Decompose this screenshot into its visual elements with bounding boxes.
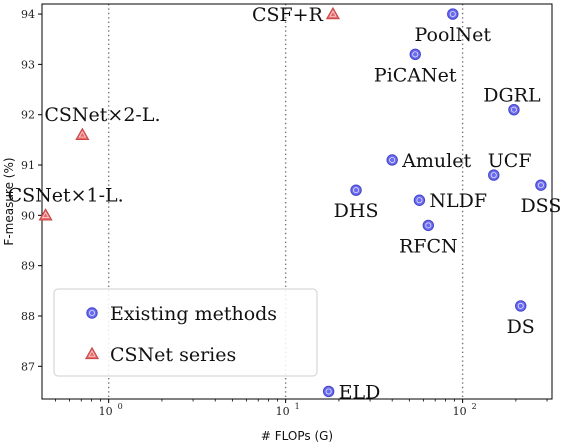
point-label: ELD [339, 381, 381, 403]
data-points [38, 6, 547, 398]
marker-existing-method [515, 300, 527, 312]
marker-existing-method-highlight [517, 302, 524, 309]
x-tick-label: 10 [276, 405, 290, 418]
marker-existing-method-highlight [353, 187, 360, 194]
point-label: NLDF [429, 190, 487, 212]
x-tick-label: 10 [453, 405, 467, 418]
point-label: DS [507, 316, 535, 338]
x-tick-exponent: 0 [118, 402, 123, 411]
marker-existing-method [508, 103, 520, 116]
y-tick-label: 87 [21, 360, 35, 373]
marker-existing-method-highlight [490, 172, 497, 179]
marker-existing-method [322, 385, 335, 398]
marker-csnet-series-highlight [78, 131, 86, 138]
marker-existing-method-highlight [325, 388, 332, 395]
x-axis-label: # FLOPs (G) [261, 429, 333, 443]
marker-existing-method [409, 48, 421, 61]
x-tick-exponent: 1 [295, 402, 300, 411]
point-label: DSS [520, 195, 561, 217]
marker-existing-method [350, 184, 362, 196]
x-tick-exponent: 2 [472, 402, 477, 411]
marker-existing-method [488, 169, 500, 181]
marker-existing-method-highlight [389, 156, 396, 163]
plot-frame [41, 3, 553, 400]
point-label: CSNet×2-L. [44, 104, 160, 126]
point-label: RFCN [399, 235, 458, 257]
y-tick-label: 89 [21, 260, 35, 273]
legend-marker-csnet-highlight [88, 350, 96, 357]
marker-existing-method-highlight [416, 197, 423, 204]
y-tick-label: 90 [21, 209, 35, 222]
legend-entry-label: CSNet series [110, 344, 236, 366]
marker-existing-method [535, 179, 547, 191]
point-label: UCF [488, 150, 532, 172]
point-label: PoolNet [415, 24, 492, 46]
marker-existing-method-highlight [537, 182, 544, 189]
point-label: PiCANet [374, 64, 457, 86]
marker-csnet-series [75, 127, 90, 140]
point-labels: PoolNet PiCANet DGRL Amulet UCF DSS DHS NLDF RFC… [8, 4, 562, 403]
y-axis-label: F-measure (%) [2, 157, 16, 245]
point-label: DHS [334, 200, 379, 222]
point-label: Amulet [401, 150, 471, 172]
marker-existing-method [413, 194, 426, 206]
marker-existing-method-highlight [510, 106, 517, 113]
marker-existing-method-highlight [412, 51, 419, 58]
legend-box [53, 288, 318, 377]
marker-csnet-series [325, 6, 340, 20]
marker-csnet-series [38, 208, 53, 221]
legend-marker-existing-highlight [89, 309, 96, 316]
legend-entry-label: Existing methods [110, 303, 277, 325]
y-tick-label: 92 [21, 109, 35, 122]
y-tick-label: 94 [21, 8, 35, 21]
marker-csnet-series-highlight [329, 10, 337, 17]
marker-existing-method [447, 8, 459, 20]
legend: Existing methods CSNet series [53, 288, 318, 377]
x-tick-label: 10 [99, 405, 113, 418]
y-tick-label: 91 [21, 159, 35, 172]
marker-existing-method [386, 154, 398, 166]
marker-existing-method-highlight [425, 222, 432, 229]
y-tick-label: 93 [21, 58, 35, 71]
marker-existing-method [422, 219, 435, 232]
point-label: CSF+R [252, 4, 324, 26]
point-label: CSNet×1-L. [8, 184, 124, 206]
marker-existing-method-highlight [449, 11, 456, 18]
point-label: DGRL [483, 85, 541, 107]
y-tick-label: 88 [21, 310, 35, 323]
legend-marker-existing [86, 307, 98, 319]
axis-ticks: 10 0 10 1 10 2 87 88 89 90 91 92 93 94 [21, 8, 548, 418]
marker-csnet-series-highlight [41, 211, 50, 218]
